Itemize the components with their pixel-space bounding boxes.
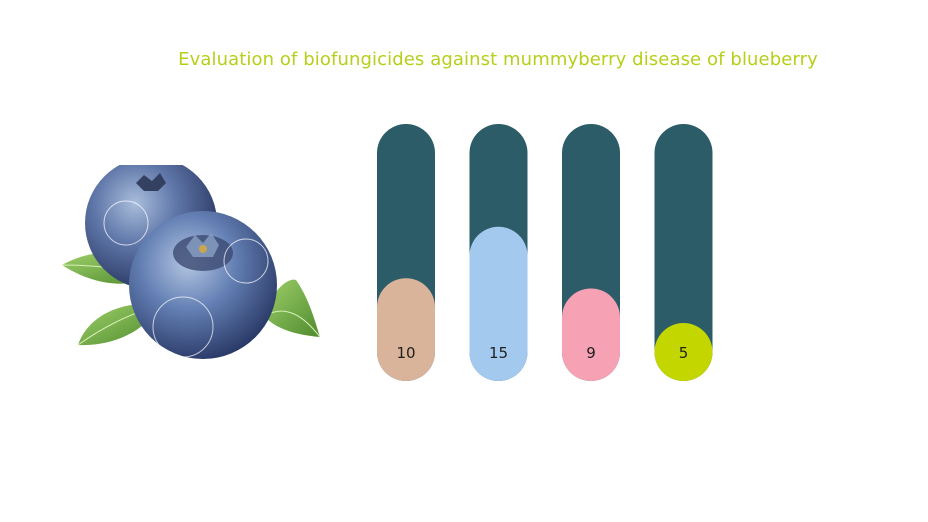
bar-value-label: 5 — [679, 344, 689, 362]
bar-value-label: 10 — [396, 344, 415, 362]
chart-bars: 10 15 9 5 — [377, 124, 713, 381]
blueberries-image — [61, 165, 321, 359]
leaf-right — [263, 279, 320, 337]
bar-value-label: 15 — [489, 344, 508, 362]
chart-title: Evaluation of biofungicides against mumm… — [178, 49, 818, 70]
bar — [562, 288, 620, 381]
berry-front — [129, 211, 277, 359]
bar — [377, 278, 435, 381]
bar-chart: 10 15 9 5 — [377, 124, 713, 381]
bar — [654, 323, 713, 381]
bar — [469, 226, 528, 381]
bar-track — [654, 124, 713, 381]
bar-value-label: 9 — [586, 344, 596, 362]
